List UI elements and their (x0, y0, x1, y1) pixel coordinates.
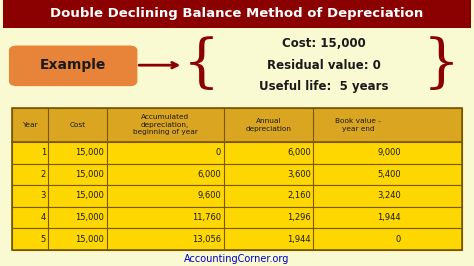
Text: 1,944: 1,944 (377, 213, 401, 222)
FancyBboxPatch shape (12, 185, 462, 207)
Text: Useful life:  5 years: Useful life: 5 years (259, 80, 388, 93)
Text: Annual
depreciation: Annual depreciation (246, 118, 292, 132)
FancyBboxPatch shape (12, 207, 462, 228)
Text: 15,000: 15,000 (75, 192, 104, 201)
Text: 1: 1 (41, 148, 46, 157)
Text: {: { (183, 37, 220, 93)
Text: 15,000: 15,000 (75, 148, 104, 157)
Text: Cost: Cost (69, 122, 85, 128)
Text: Cost: 15,000: Cost: 15,000 (282, 38, 365, 50)
Text: 6,000: 6,000 (198, 170, 221, 179)
Text: AccountingCorner.org: AccountingCorner.org (184, 254, 290, 264)
Text: 3,600: 3,600 (287, 170, 311, 179)
Text: 3,240: 3,240 (377, 192, 401, 201)
Text: 0: 0 (396, 235, 401, 244)
Text: 1,296: 1,296 (287, 213, 311, 222)
FancyBboxPatch shape (12, 228, 462, 250)
FancyBboxPatch shape (12, 108, 462, 142)
Text: 3: 3 (41, 192, 46, 201)
Text: 11,760: 11,760 (192, 213, 221, 222)
Text: Year: Year (22, 122, 38, 128)
Text: 4: 4 (41, 213, 46, 222)
Text: 2: 2 (41, 170, 46, 179)
Text: Example: Example (40, 58, 106, 72)
Text: 15,000: 15,000 (75, 170, 104, 179)
Text: Residual value: 0: Residual value: 0 (267, 59, 381, 72)
Text: 15,000: 15,000 (75, 213, 104, 222)
Text: 13,056: 13,056 (192, 235, 221, 244)
Text: 15,000: 15,000 (75, 235, 104, 244)
FancyBboxPatch shape (10, 47, 137, 85)
Text: 5,400: 5,400 (377, 170, 401, 179)
Text: 1,944: 1,944 (287, 235, 311, 244)
Text: }: } (422, 37, 459, 93)
Text: 5: 5 (41, 235, 46, 244)
Text: 6,000: 6,000 (287, 148, 311, 157)
FancyBboxPatch shape (12, 164, 462, 185)
FancyBboxPatch shape (12, 142, 462, 164)
Text: 0: 0 (216, 148, 221, 157)
FancyBboxPatch shape (3, 0, 471, 28)
Text: 9,000: 9,000 (377, 148, 401, 157)
Text: 9,600: 9,600 (198, 192, 221, 201)
Text: Accumulated
depreciation,
beginning of year: Accumulated depreciation, beginning of y… (133, 114, 198, 135)
Text: Double Declining Balance Method of Depreciation: Double Declining Balance Method of Depre… (50, 7, 424, 20)
Text: 2,160: 2,160 (287, 192, 311, 201)
Text: Book value -
year end: Book value - year end (336, 118, 381, 132)
